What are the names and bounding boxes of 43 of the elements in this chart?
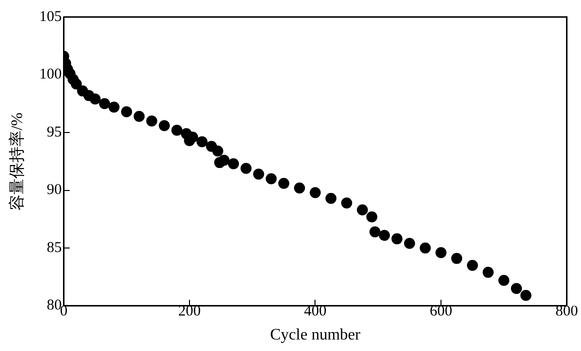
y-axis-title: 容量保持率/% xyxy=(8,112,26,210)
point xyxy=(420,242,431,254)
point xyxy=(435,247,446,258)
point xyxy=(240,162,252,174)
point xyxy=(391,233,402,244)
point xyxy=(278,178,290,189)
point xyxy=(356,204,368,216)
point xyxy=(451,252,462,264)
y-tick-label: 90 xyxy=(46,182,62,198)
y-tick-label: 85 xyxy=(46,240,62,256)
point xyxy=(146,115,158,126)
point xyxy=(294,182,306,194)
point xyxy=(171,124,182,136)
point xyxy=(482,266,494,278)
point xyxy=(108,102,120,113)
point xyxy=(90,94,101,105)
point xyxy=(378,230,390,241)
point xyxy=(196,136,208,148)
point xyxy=(310,187,321,198)
point xyxy=(510,282,522,294)
point xyxy=(266,173,277,184)
y-tick-label: 100 xyxy=(39,66,62,83)
y-tick-label: 105 xyxy=(39,8,62,25)
point xyxy=(520,290,532,301)
point xyxy=(498,274,510,286)
point xyxy=(369,226,380,238)
point xyxy=(466,260,478,271)
point xyxy=(404,238,416,249)
point xyxy=(70,78,82,90)
point xyxy=(325,192,336,204)
point xyxy=(253,168,264,180)
point xyxy=(158,120,170,132)
point xyxy=(366,211,378,222)
x-axis-title: Cycle number xyxy=(270,326,361,344)
y-tick-label: 95 xyxy=(46,124,62,140)
point xyxy=(212,146,224,157)
point xyxy=(228,158,239,170)
y-tick-label: 80 xyxy=(46,298,62,314)
point xyxy=(99,98,110,110)
point xyxy=(341,197,352,208)
point xyxy=(218,154,230,166)
point xyxy=(121,106,132,118)
point xyxy=(134,110,145,122)
